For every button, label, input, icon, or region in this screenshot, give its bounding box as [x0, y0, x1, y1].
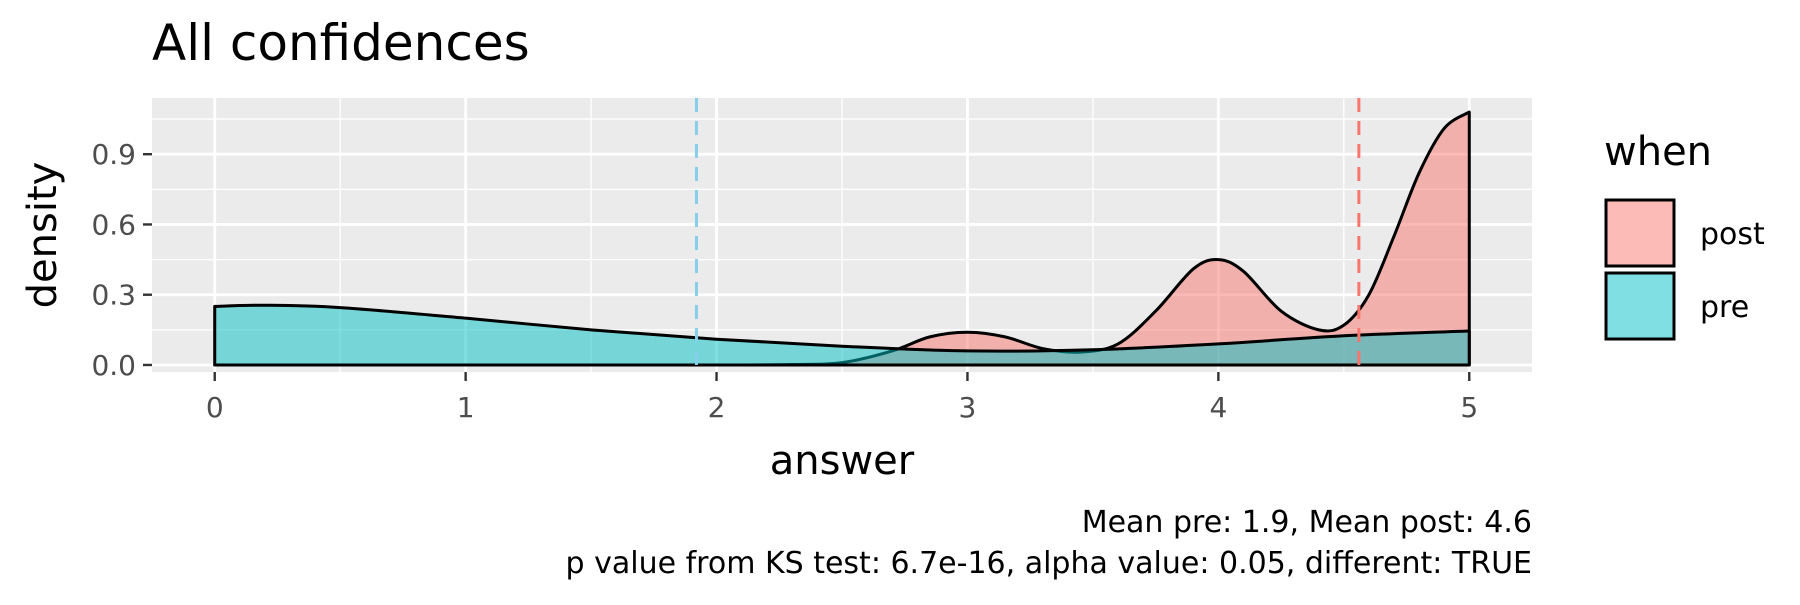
density-areas [213, 110, 1471, 367]
y-axis-title: density [20, 162, 66, 309]
x-axis-title: answer [770, 438, 915, 484]
legend-title: when [1604, 129, 1712, 175]
caption-line-1: Mean pre: 1.9, Mean post: 4.6 [1082, 505, 1532, 540]
y-tick-label: 0.6 [91, 208, 136, 241]
y-axis: 0.0 0.3 0.6 0.9 [91, 138, 152, 382]
caption-line-2: p value from KS test: 6.7e-16, alpha val… [566, 546, 1532, 581]
x-axis: 0 1 2 3 4 5 [206, 372, 1478, 424]
x-tick-label: 5 [1460, 391, 1478, 424]
x-tick-label: 1 [457, 391, 475, 424]
y-tick-label: 0.3 [91, 279, 136, 312]
legend: post pre [1604, 198, 1765, 341]
legend-key-post [1604, 198, 1676, 268]
x-tick-label: 3 [959, 391, 977, 424]
x-tick-label: 0 [206, 391, 224, 424]
legend-label-post: post [1700, 217, 1765, 252]
y-tick-label: 0.9 [91, 138, 136, 171]
legend-label-pre: pre [1700, 290, 1749, 325]
density-outline-pre [213, 303, 1471, 367]
y-tick-label: 0.0 [91, 349, 136, 382]
chart-title: All confidences [152, 14, 530, 72]
x-tick-label: 4 [1209, 391, 1227, 424]
x-tick-label: 2 [708, 391, 726, 424]
legend-key-pre [1604, 271, 1676, 341]
density-area-pre [214, 305, 1470, 365]
